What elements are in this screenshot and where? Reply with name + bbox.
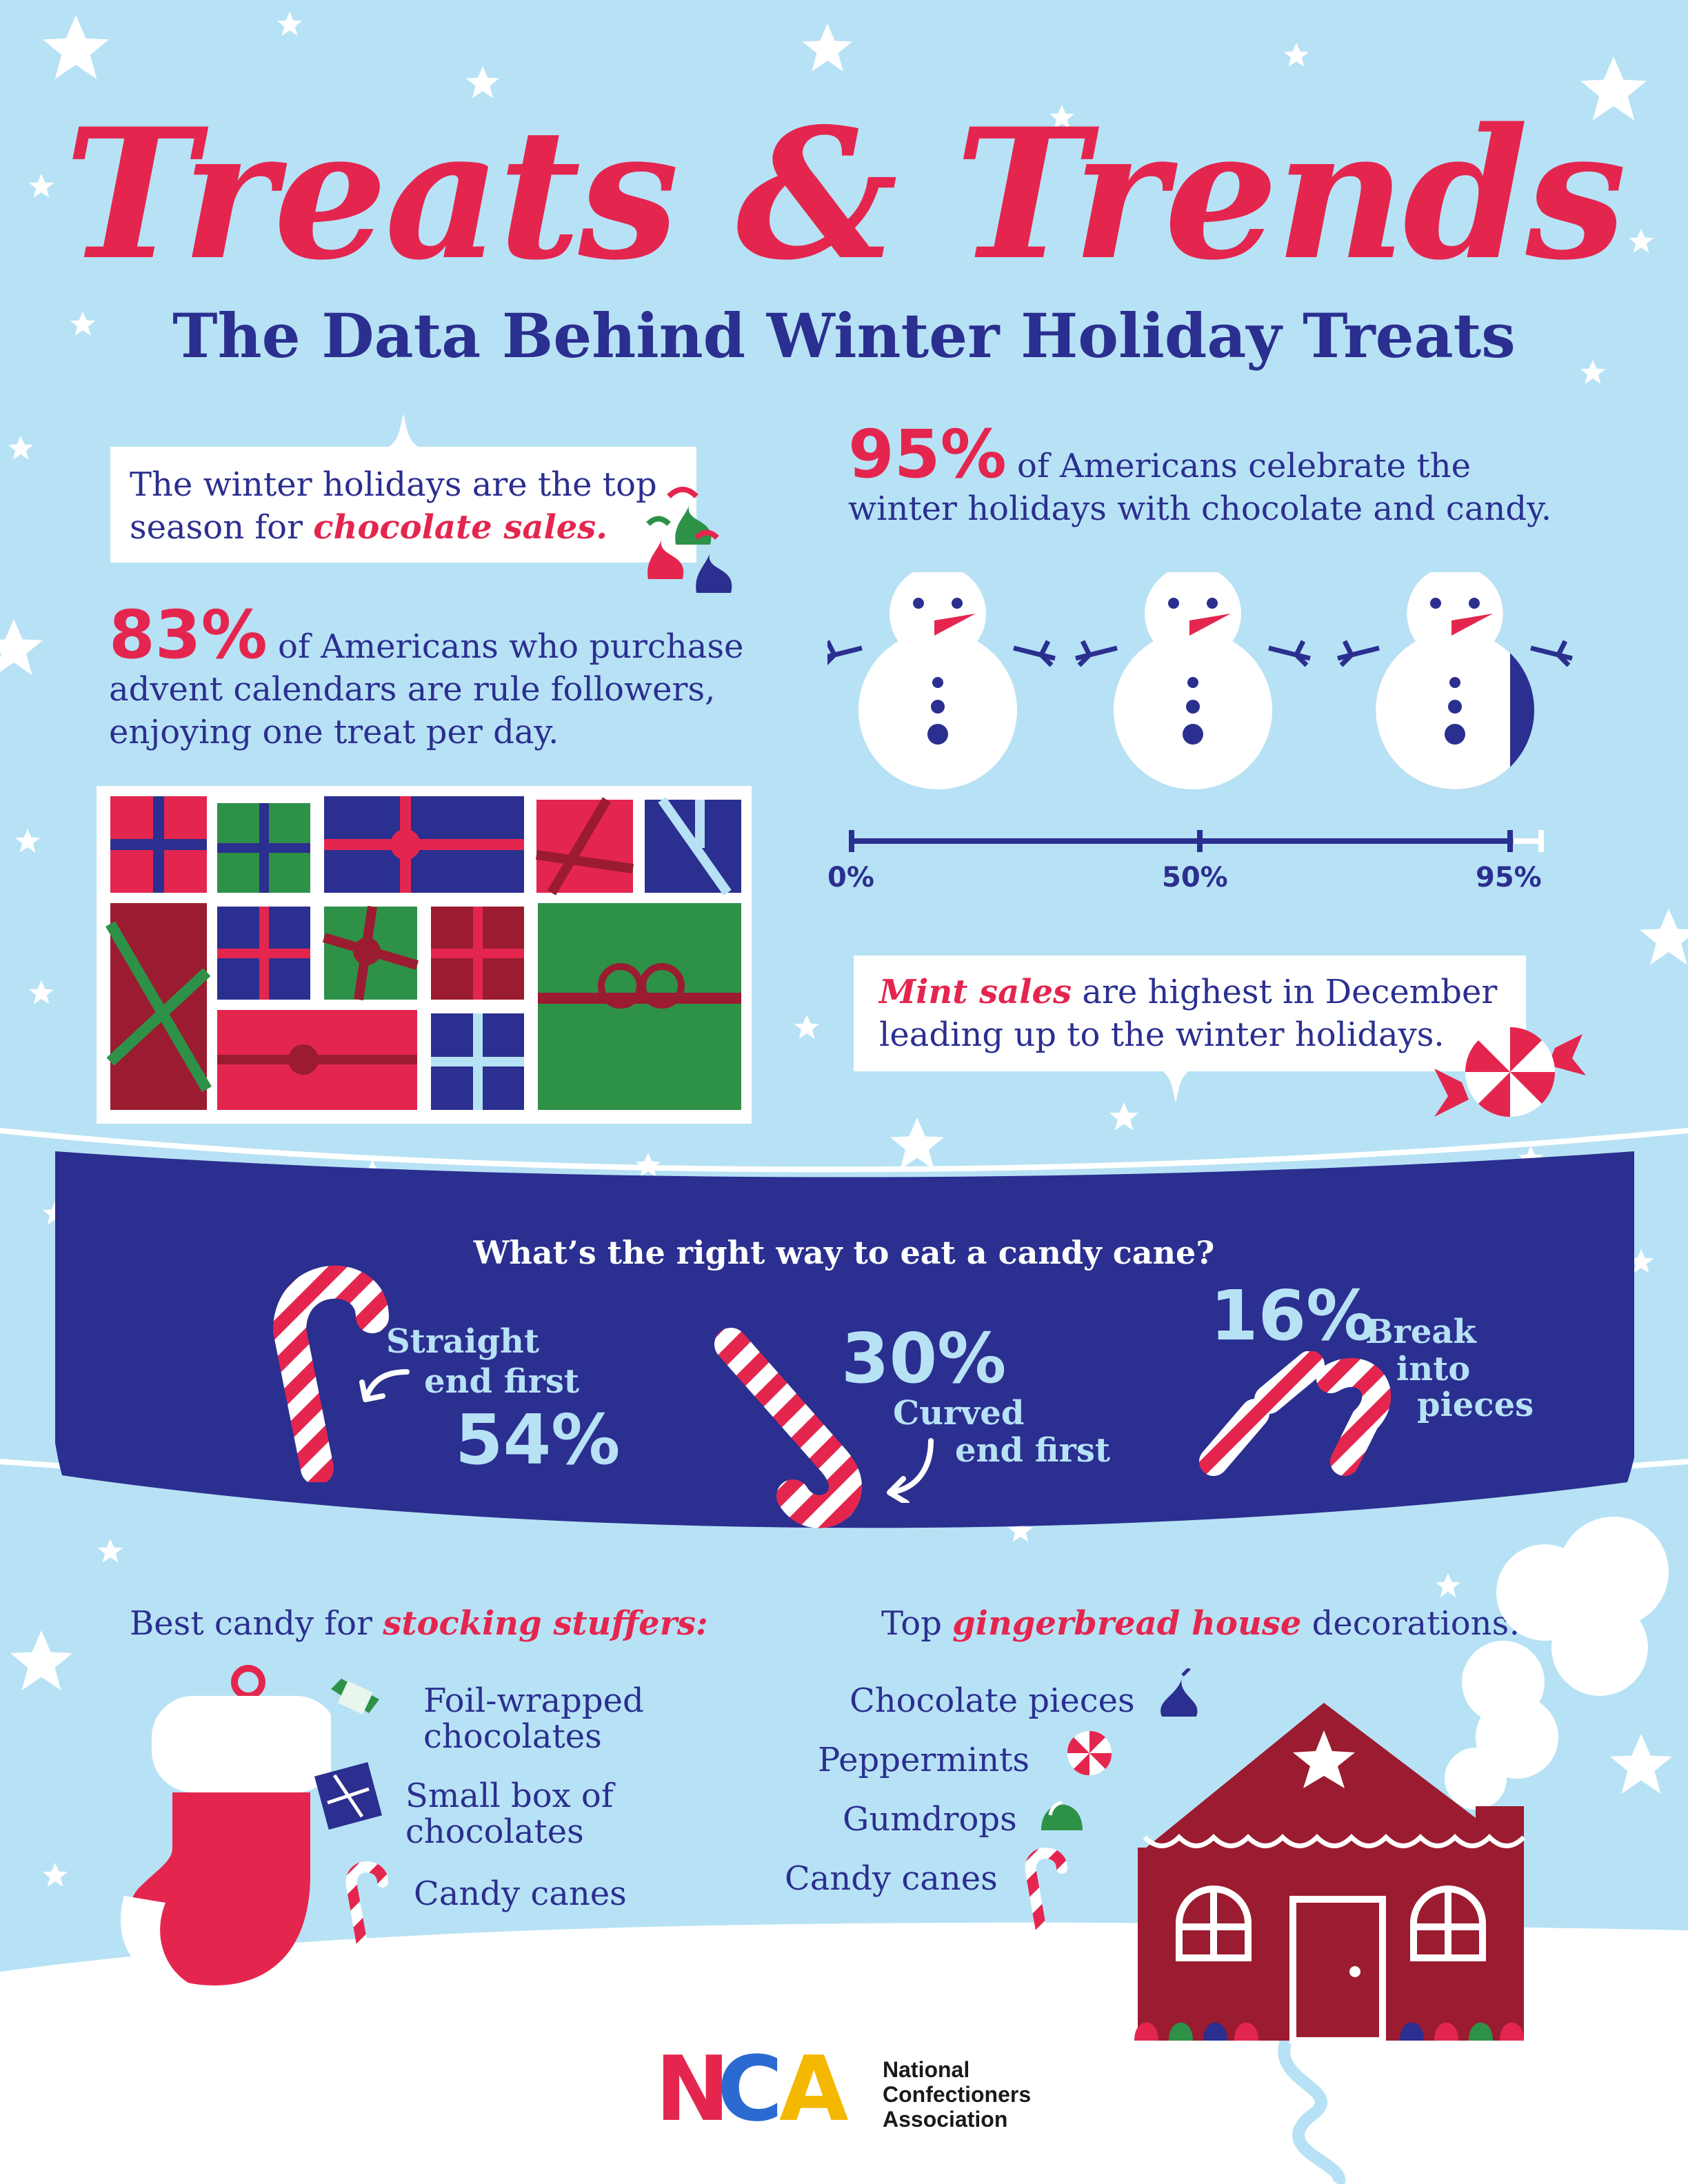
mint-line2: leading up to the winter holidays. bbox=[879, 1015, 1445, 1054]
gingerbread-item-1: Chocolate pieces bbox=[850, 1681, 1135, 1720]
arrow-icon bbox=[359, 1369, 410, 1402]
advent-line1: of Americans who purchase bbox=[278, 627, 744, 666]
stocking-icon bbox=[120, 1665, 331, 1985]
logo-letter-n: N bbox=[655, 2036, 730, 2141]
card-pointer bbox=[1158, 1069, 1193, 1103]
card-pointer bbox=[386, 414, 421, 448]
candy-cane-icon bbox=[1025, 1848, 1067, 1936]
break-label-line3: pieces bbox=[1417, 1386, 1534, 1424]
chocolate-sales-card bbox=[110, 447, 696, 563]
gingerbread-heading: Top gingerbread house decorations: bbox=[881, 1602, 1520, 1645]
break-percent: 16% bbox=[1210, 1275, 1376, 1356]
stocking-item-2-line2: chocolates bbox=[405, 1812, 584, 1851]
advent-calendar-illustration bbox=[97, 786, 752, 1124]
chocolate-line2: season for chocolate sales. bbox=[130, 506, 695, 549]
straight-end-cane-icon bbox=[272, 1265, 389, 1482]
stocking-heading-emphasis: stocking stuffers: bbox=[383, 1604, 708, 1643]
straight-label-line2: end first bbox=[424, 1362, 580, 1401]
chocolate-emphasis: chocolate sales. bbox=[313, 508, 608, 547]
celebrate-percent: 95% bbox=[848, 416, 1007, 493]
gingerbread-item-4: Candy canes bbox=[785, 1859, 998, 1898]
snowman-pictogram bbox=[827, 572, 1573, 789]
mint-emphasis: Mint sales bbox=[879, 973, 1072, 1011]
gift-box-icon bbox=[314, 1762, 382, 1830]
curved-percent: 30% bbox=[841, 1318, 1007, 1399]
stocking-item-2-line1: Small box of bbox=[405, 1777, 614, 1815]
stocking-item-1-line2: chocolates bbox=[423, 1717, 602, 1756]
logo-letter-a: A bbox=[779, 2036, 849, 2141]
chocolate-line2-prefix: season for bbox=[130, 508, 314, 547]
advent-line2: advent calendars are rule followers, bbox=[109, 670, 716, 709]
peppermint-icon bbox=[1067, 1730, 1112, 1776]
page-subtitle: The Data Behind Winter Holiday Treats bbox=[172, 300, 1516, 372]
scale-tick-0: 0% bbox=[827, 862, 874, 893]
logo-line2: Confectioners bbox=[883, 2082, 1032, 2107]
gingerbread-heading-emphasis: gingerbread house bbox=[952, 1604, 1302, 1643]
break-label-line1: Break bbox=[1365, 1313, 1476, 1351]
gingerbread-heading-suffix: decorations: bbox=[1301, 1604, 1520, 1643]
nca-logo: N C A National Confectioners Association bbox=[655, 2036, 1096, 2141]
celebrate-line2: winter holidays with chocolate and candy… bbox=[848, 489, 1552, 528]
percent-scale-axis bbox=[849, 830, 1544, 852]
candy-cane-question: What’s the right way to eat a candy cane… bbox=[473, 1234, 1215, 1271]
gingerbread-heading-prefix: Top bbox=[881, 1604, 953, 1643]
stocking-heading: Best candy for stocking stuffers: bbox=[130, 1602, 708, 1645]
mint-sales-card bbox=[854, 956, 1526, 1071]
gingerbread-item-3: Gumdrops bbox=[843, 1800, 1017, 1839]
page-title: Treats & Trends bbox=[64, 90, 1627, 300]
mint-line1: Mint sales are highest in December bbox=[879, 971, 1520, 1013]
candy-cane-icon bbox=[345, 1861, 388, 1950]
arrow-icon bbox=[887, 1438, 934, 1503]
gingerbread-item-2: Peppermints bbox=[818, 1741, 1030, 1779]
logo-line3: Association bbox=[883, 2107, 1008, 2132]
advent-line3: enjoying one treat per day. bbox=[109, 713, 559, 751]
straight-percent: 54% bbox=[455, 1399, 621, 1480]
straight-label-line1: Straight bbox=[386, 1322, 540, 1361]
chocolate-kisses-icon bbox=[646, 487, 732, 593]
scale-tick-95: 95% bbox=[1476, 862, 1542, 893]
mint-sales-text: Mint sales are highest in December leadi… bbox=[879, 971, 1520, 1056]
celebrate-line1-row: 95% of Americans celebrate the bbox=[848, 421, 1607, 487]
gumdrop-icon bbox=[1041, 1801, 1083, 1830]
celebrate-line1: of Americans celebrate the bbox=[1017, 447, 1471, 485]
advent-line1-row: 83% of Americans who purchase bbox=[109, 602, 771, 668]
chocolate-sales-text: The winter holidays are the top season f… bbox=[130, 463, 695, 549]
stocking-heading-prefix: Best candy for bbox=[130, 1604, 383, 1643]
chocolate-kiss-icon bbox=[1160, 1668, 1198, 1717]
peppermint-candy-icon bbox=[1434, 1027, 1586, 1117]
advent-stat: 83% of Americans who purchase advent cal… bbox=[109, 602, 771, 754]
gingerbread-house-icon bbox=[1134, 1517, 1669, 2044]
mint-line1-rest: are highest in December bbox=[1072, 973, 1498, 1011]
chocolate-line1: The winter holidays are the top bbox=[130, 465, 657, 504]
curved-label-line1: Curved bbox=[893, 1394, 1025, 1433]
logo-letter-c: C bbox=[717, 2036, 783, 2141]
logo-line1: National bbox=[883, 2057, 970, 2082]
scale-tick-50: 50% bbox=[1162, 862, 1228, 893]
stocking-item-1-line1: Foil-wrapped bbox=[423, 1681, 644, 1720]
celebrate-stat: 95% of Americans celebrate the winter ho… bbox=[848, 421, 1607, 530]
stocking-item-3: Candy canes bbox=[414, 1874, 627, 1913]
curved-label-line2: end first bbox=[955, 1431, 1111, 1470]
curved-end-cane-icon bbox=[714, 1328, 862, 1528]
foil-wrapped-chocolate-icon bbox=[331, 1679, 379, 1715]
advent-percent: 83% bbox=[109, 596, 268, 674]
broken-cane-icon bbox=[1199, 1351, 1391, 1476]
break-label-line2: into bbox=[1396, 1350, 1471, 1388]
